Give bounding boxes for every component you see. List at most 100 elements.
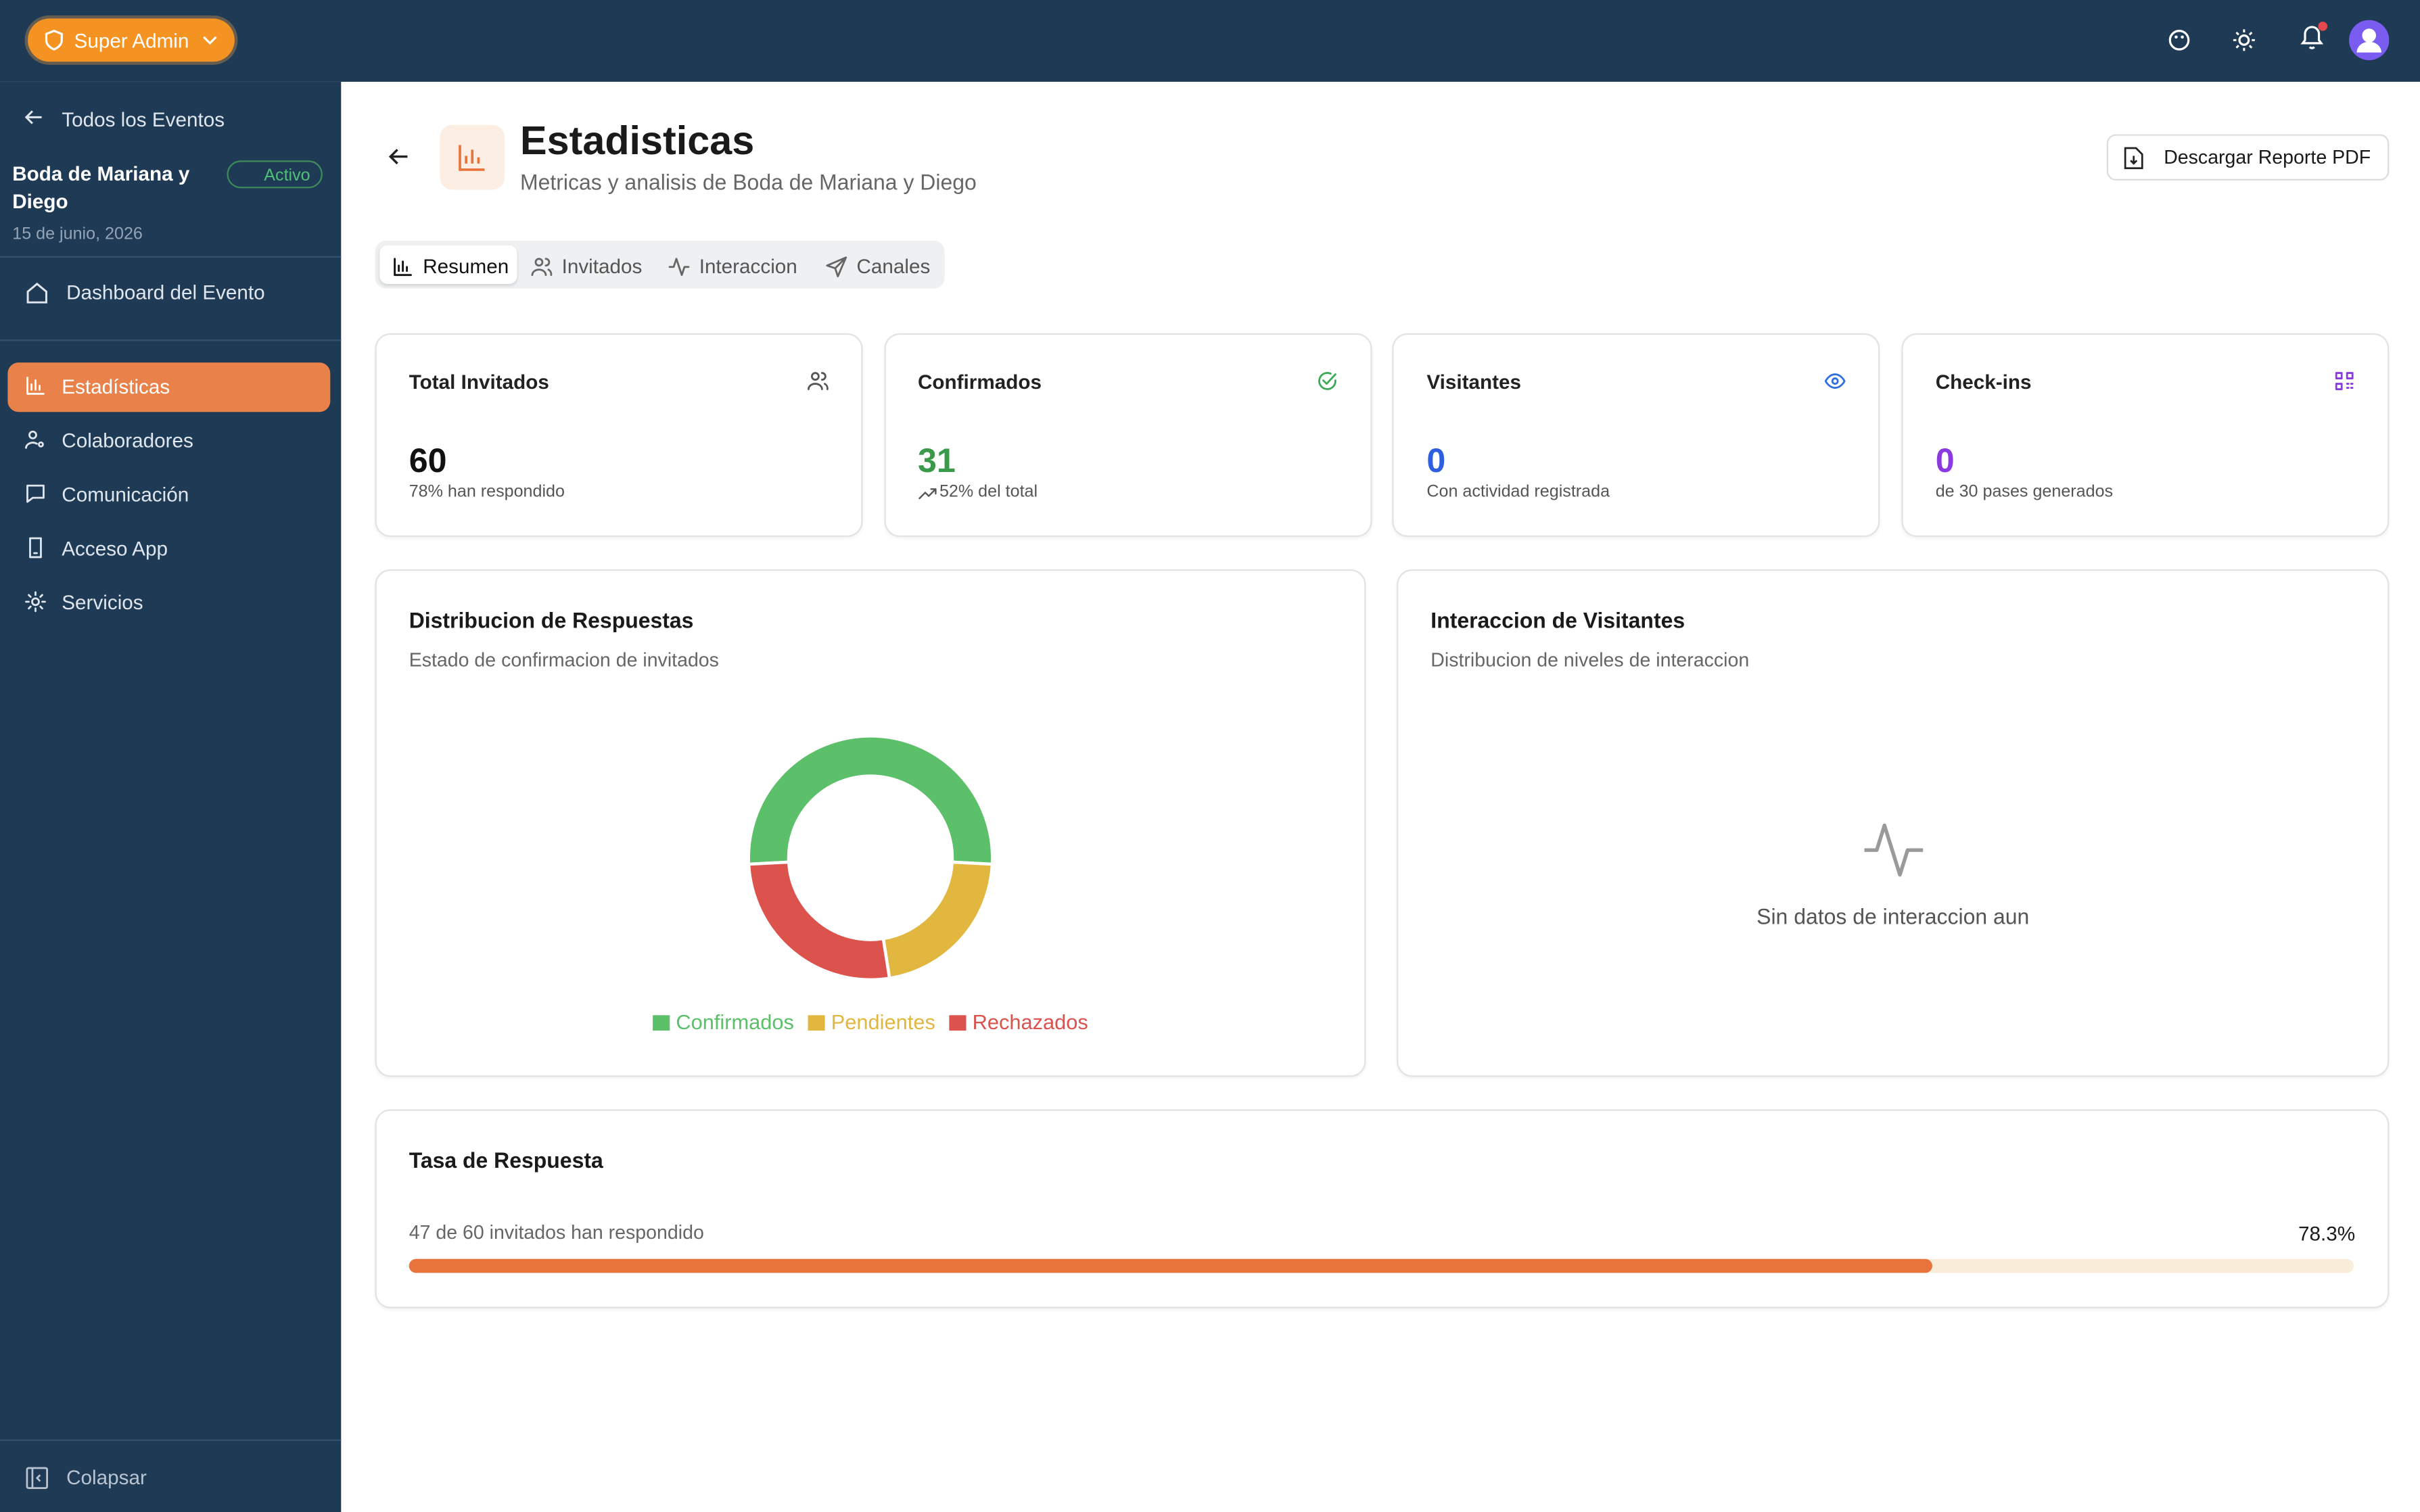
stat-card: Confirmados 31 52% del total [883, 333, 1372, 538]
theme-icon[interactable] [2232, 28, 2257, 53]
stat-icon [1318, 372, 1336, 390]
legend-swatch [949, 1015, 967, 1031]
legend-swatch [808, 1015, 825, 1031]
download-label: Descargar Reporte PDF [2164, 146, 2371, 168]
donut-slice [881, 860, 994, 981]
stat-label: Total Invitados [409, 370, 549, 394]
stat-value: 0 [1935, 441, 1955, 480]
back-button[interactable] [389, 147, 409, 167]
menu-icon [26, 484, 45, 503]
tab-label: Invitados [561, 254, 643, 278]
notifications-icon[interactable] [2296, 20, 2330, 54]
card-subtitle: Distribucion de niveles de interaccion [1430, 649, 1750, 671]
stat-label: Visitantes [1426, 370, 1521, 394]
stat-note: 52% del total [939, 483, 1038, 502]
back-label: Todos los Eventos [62, 108, 225, 131]
icon-path [26, 377, 45, 395]
divider [0, 339, 342, 341]
icon-path [394, 258, 412, 277]
progress-track [409, 1258, 2354, 1273]
stat-card: Check-ins 0 de 30 pases generados [1901, 333, 2390, 538]
stat-note: Con actividad registrada [1426, 483, 1610, 502]
icon-path [1825, 373, 1846, 389]
progress-fill [409, 1258, 1932, 1273]
donut-card: Distribucion de Respuestas Estado de con… [375, 569, 1366, 1077]
card-title: Tasa de Respuesta [409, 1148, 603, 1173]
menu-label: Comunicación [62, 483, 189, 506]
icon-path [25, 430, 44, 449]
event-name: Boda de Mariana y Diego [12, 162, 190, 213]
status-label: Activo [264, 166, 310, 185]
activity-icon [1864, 823, 1924, 877]
icon-path [1318, 372, 1336, 390]
stat-note: 78% han respondido [409, 483, 565, 502]
topbar: Super Admin [0, 0, 2420, 82]
dashboard-label: Dashboard del Evento [66, 281, 265, 304]
role-switcher[interactable]: Super Admin [28, 18, 235, 62]
legend-swatch [653, 1015, 670, 1031]
menu-icon [26, 377, 45, 395]
stat-label: Confirmados [918, 370, 1042, 394]
stat-icon [808, 372, 829, 390]
rate-caption: 47 de 60 invitados han respondido [409, 1222, 704, 1244]
menu-icon [25, 430, 44, 449]
event-date: 15 de junio, 2026 [12, 225, 143, 244]
donut-slice [747, 860, 891, 982]
icon-path [826, 256, 847, 278]
avatar[interactable] [2349, 20, 2390, 60]
icon-path [29, 537, 42, 559]
palette-icon[interactable] [2167, 28, 2192, 53]
empty-state: Sin datos de interaccion aun [1756, 904, 2030, 929]
menu-icon [29, 537, 42, 559]
stat-value: 60 [409, 441, 447, 480]
trend-icon-wrap [918, 484, 936, 502]
divider [0, 256, 342, 258]
tab-label: Resumen [423, 254, 509, 278]
stat-note: de 30 pases generados [1935, 483, 2114, 502]
icon-path [25, 591, 46, 613]
stat-card: Total Invitados 60 78% han respondido [375, 333, 863, 538]
stat-icon [1825, 373, 1846, 389]
stat-value: 0 [1426, 441, 1446, 480]
role-label: Super Admin [74, 29, 189, 53]
legend-label: Pendientes [831, 1010, 935, 1034]
home-icon [26, 282, 47, 304]
tab-icon [826, 256, 847, 278]
menu-icon [25, 591, 46, 613]
icon-path [918, 488, 936, 500]
download-button[interactable]: Descargar Reporte PDF [2106, 134, 2390, 181]
stat-icon-wrap [2333, 371, 2355, 392]
stat-icon-wrap [1316, 371, 1338, 392]
chart-icon [459, 145, 485, 171]
stat-value: 31 [918, 441, 956, 480]
tab-icon [668, 258, 690, 277]
tab-label: Canales [856, 254, 931, 278]
icon-path [531, 258, 553, 277]
active-item-bg [7, 362, 331, 412]
icon-path [2335, 372, 2354, 390]
collapse-icon [26, 1467, 48, 1490]
menu-label: Estadísticas [62, 375, 170, 398]
interaction-card: Interaccion de Visitantes Distribucion d… [1397, 569, 2390, 1077]
menu-label: Acceso App [62, 537, 168, 561]
page-title: Estadisticas [519, 117, 755, 164]
icon-path [26, 484, 45, 503]
legend: Confirmados Pendientes Rechazados [653, 1010, 1088, 1034]
stat-card: Visitantes 0 Con actividad registrada [1393, 333, 1881, 538]
menu-label: Colaboradores [62, 429, 193, 452]
tab-icon [531, 258, 553, 277]
collapse-label: Colapsar [66, 1465, 147, 1489]
menu-label: Servicios [62, 590, 143, 615]
stat-icon-wrap [807, 371, 829, 392]
donut-slice [747, 734, 994, 866]
icon-path [668, 258, 690, 277]
tab-label: Interaccion [699, 254, 797, 278]
page-subtitle: Metricas y analisis de Boda de Mariana y… [519, 169, 977, 195]
chevron [203, 36, 217, 45]
stat-icon-wrap [1825, 371, 1846, 392]
tab-icon [394, 258, 412, 277]
trend-icon [918, 488, 936, 500]
donut-chart: Confirmados Pendientes Rechazados [653, 734, 1088, 1034]
icon-path [808, 372, 829, 390]
